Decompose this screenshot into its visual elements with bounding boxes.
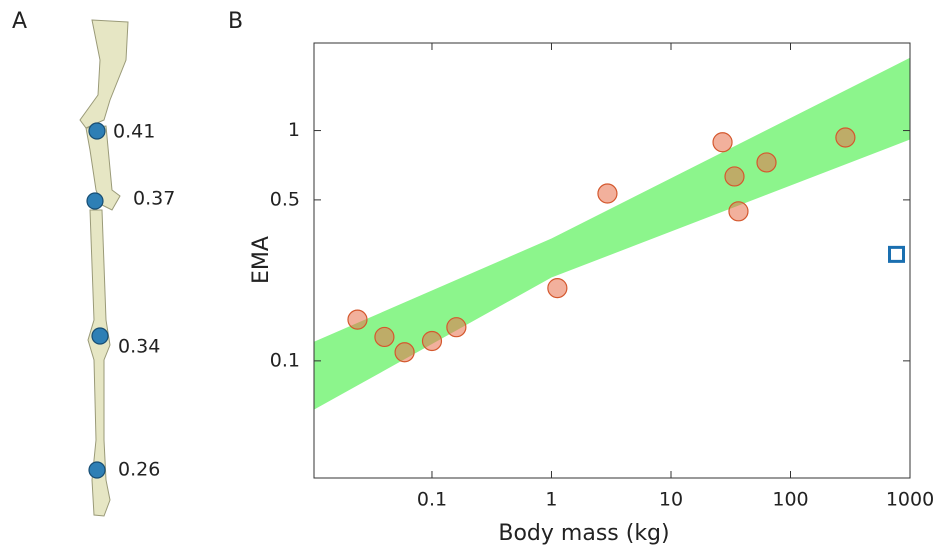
y-tick-label: 1	[288, 119, 300, 141]
data-point	[888, 245, 906, 263]
panel-label: B	[228, 9, 243, 34]
x-axis-label: Body mass (kg)	[498, 521, 669, 546]
x-tick-label: 10	[659, 489, 683, 511]
bone	[79, 19, 129, 517]
bone-middle	[85, 125, 121, 211]
joint-label: 0.37	[133, 188, 175, 210]
axes-box	[313, 42, 911, 479]
data-point	[712, 132, 733, 153]
data-point	[728, 201, 749, 222]
joint-marker	[91, 327, 109, 345]
data-point	[756, 152, 777, 173]
data-point	[547, 277, 568, 299]
joint-marker	[86, 192, 104, 210]
bone-lower	[87, 209, 111, 517]
x-tick-label: 1000	[886, 489, 934, 511]
data-point	[394, 342, 415, 363]
joint-marker	[88, 122, 106, 140]
x-tick-label: 0.1	[417, 489, 447, 511]
panel-label: A	[12, 9, 27, 34]
x-tick-label: 1	[545, 489, 557, 511]
joint-label: 0.26	[118, 459, 160, 481]
data-point	[421, 330, 443, 352]
data-point	[835, 127, 856, 148]
data-point	[446, 317, 467, 338]
y-tick-label: 0.1	[270, 349, 300, 371]
y-tick-label: 0.5	[270, 188, 300, 210]
joint-marker	[88, 461, 106, 479]
joint-label: 0.34	[118, 336, 160, 358]
data-point	[724, 166, 745, 187]
data-point	[374, 326, 395, 348]
data-point	[347, 309, 368, 330]
y-axis-label: EMA	[249, 236, 274, 284]
x-tick-label: 100	[772, 489, 808, 511]
data-point	[597, 183, 618, 204]
bone-upper	[79, 19, 129, 129]
joint-label: 0.41	[113, 121, 155, 143]
